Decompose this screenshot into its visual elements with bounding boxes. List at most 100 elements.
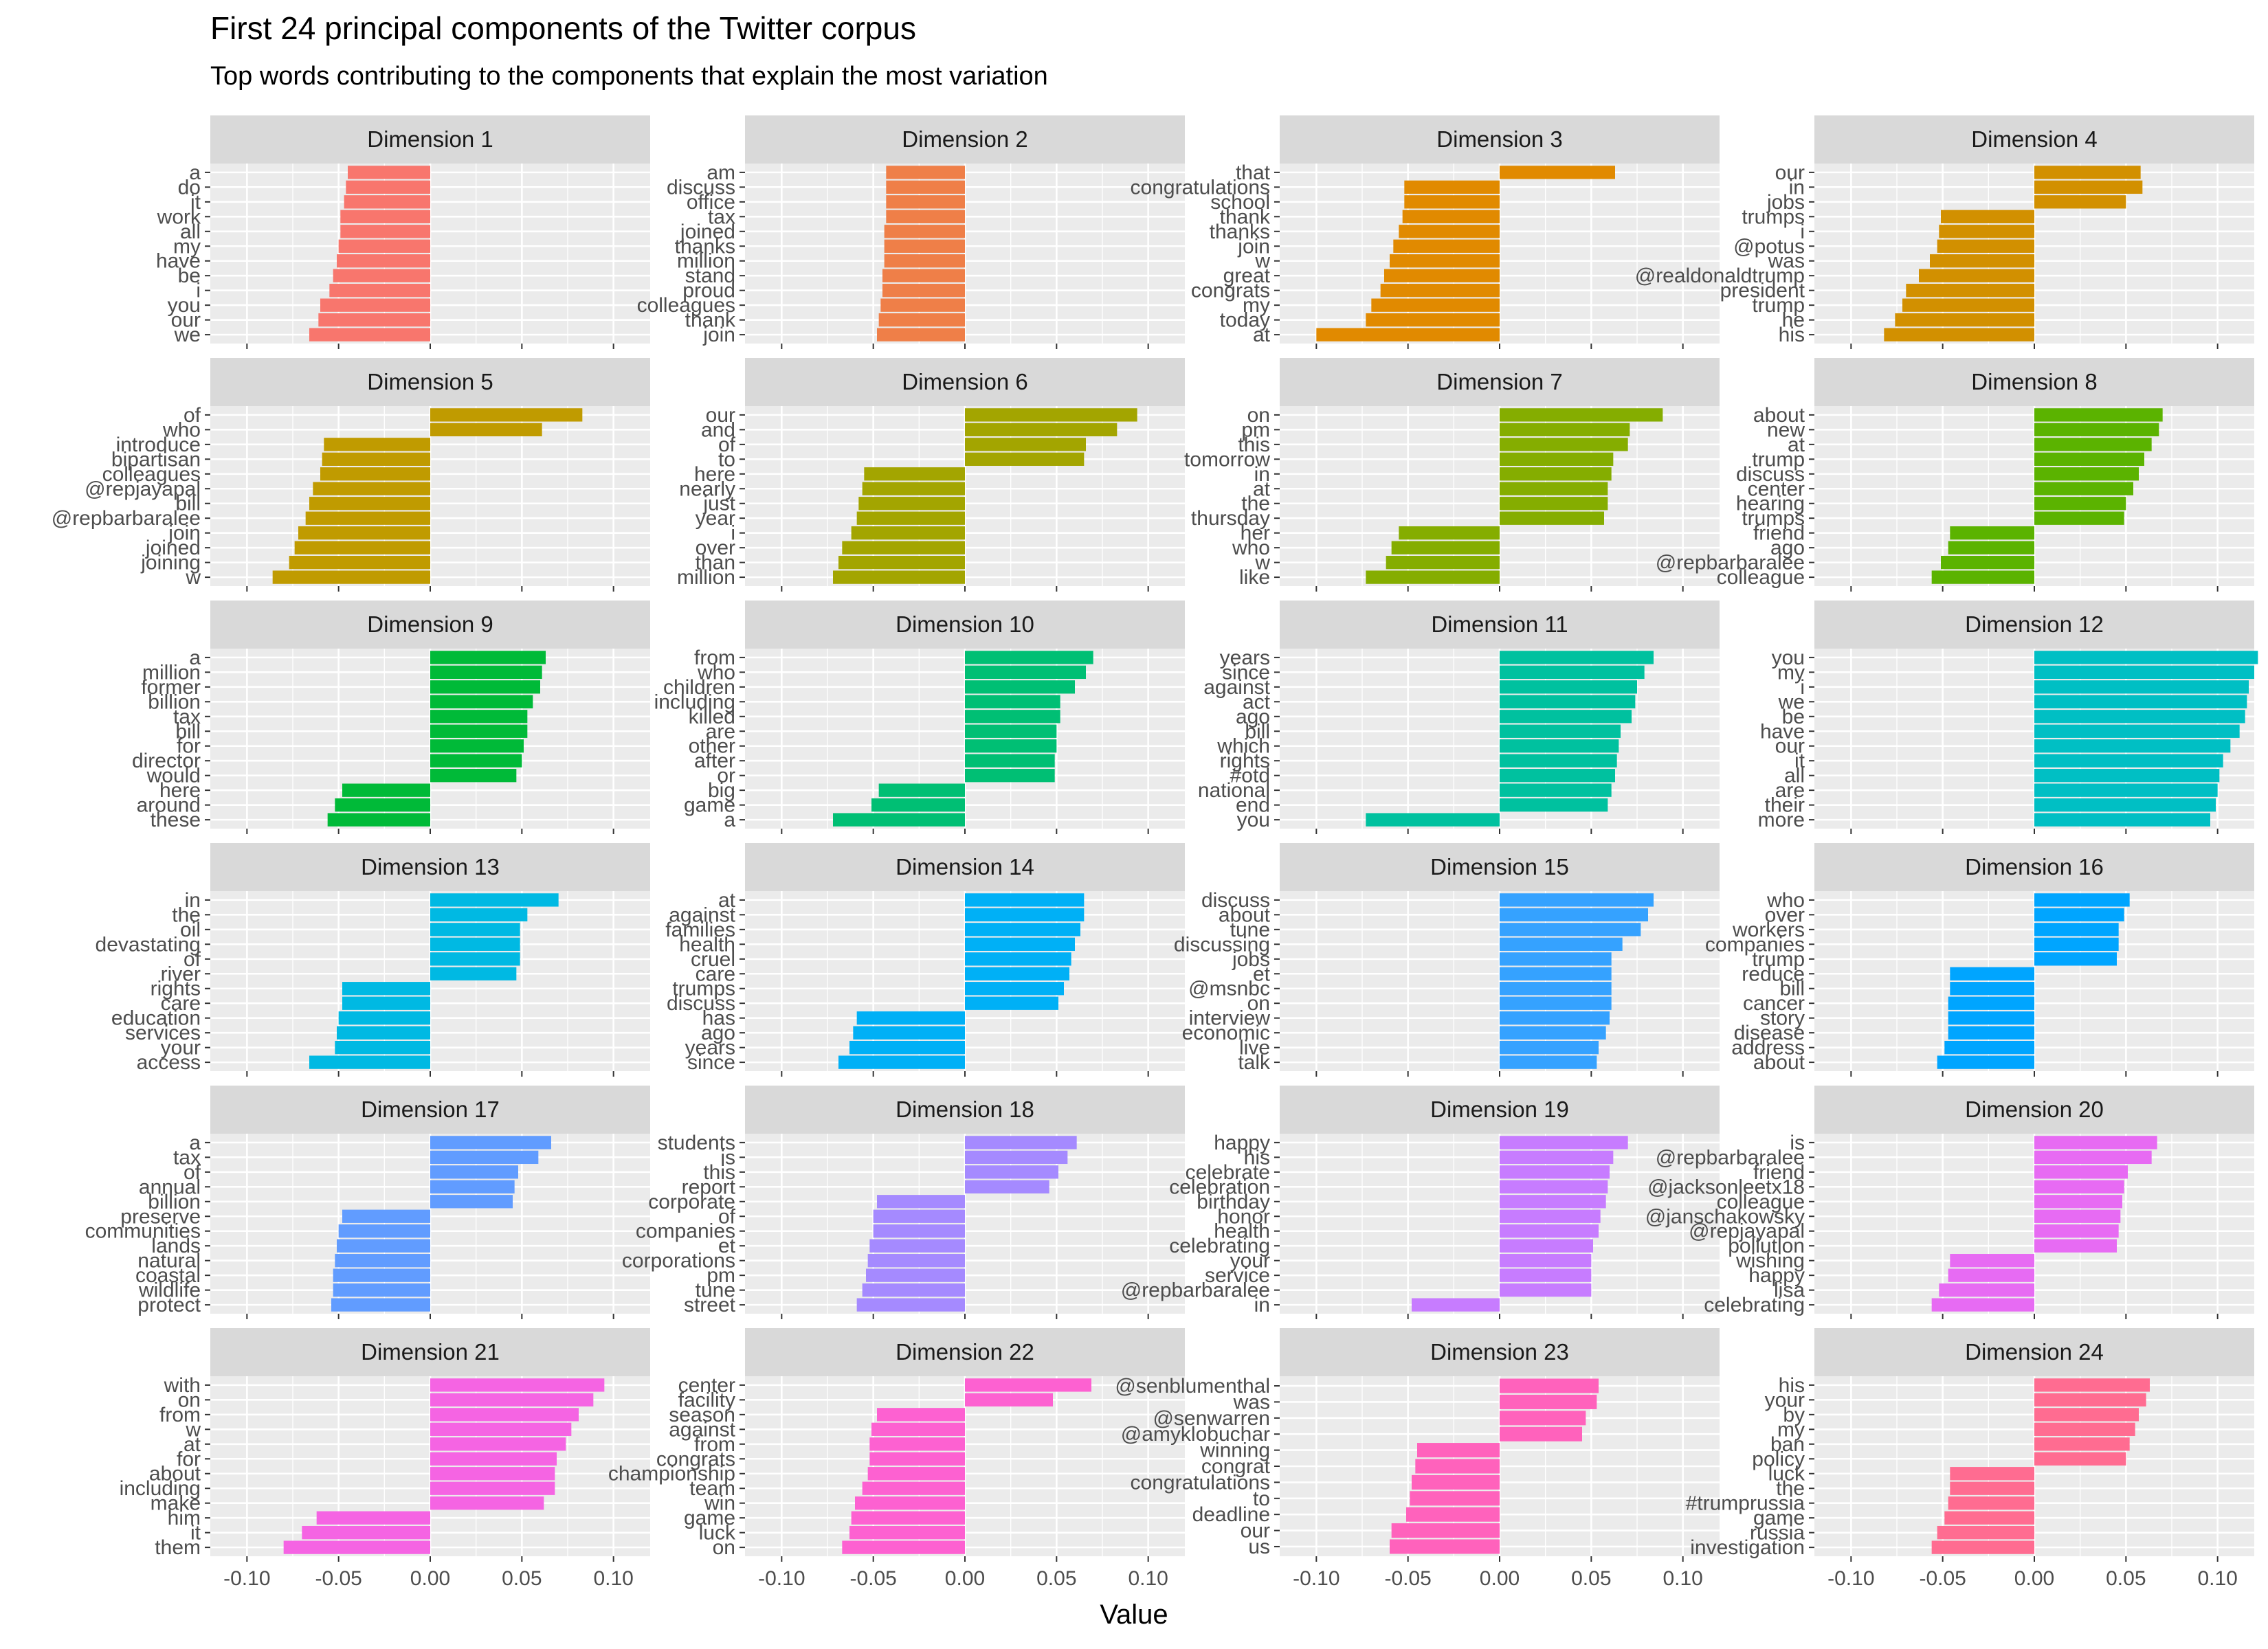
word-label: a [189,1132,201,1154]
bar [430,1150,539,1165]
facet-strip-label: Dimension 7 [1436,369,1562,394]
bar [965,1136,1077,1149]
bar [430,1408,579,1422]
bar [1384,269,1500,282]
x-tick-label: -0.10 [1827,1567,1874,1590]
facet-panel: Dimension 8 aboutnewattrumpdiscusscenterh… [1656,358,2254,592]
bar [430,724,528,738]
facet-strip [1280,601,1720,649]
word-label: tune [1230,919,1270,941]
word-label: stand [685,265,735,287]
bar [965,695,1060,708]
bar [289,555,430,570]
word-label: trumps [1742,205,1805,228]
word-label: colleague [1717,566,1805,589]
bar [2034,1437,2130,1451]
bar [430,952,520,966]
bar [1500,893,1654,907]
word-label: disease [1734,1022,1805,1044]
word-label: president [1720,280,1805,302]
bar [430,908,528,922]
facet-strip [1280,843,1720,891]
word-label: about [1753,1051,1805,1074]
bar [430,423,542,437]
bar [2034,482,2133,495]
word-label: office [687,191,735,214]
word-label: joined [145,537,201,559]
word-label: from [694,647,735,669]
bar [430,1496,544,1510]
word-label: ago [1770,537,1805,559]
bar [430,665,542,680]
bar [2034,1136,2157,1149]
word-label: @repbarbaralee [52,507,201,530]
word-label: was [1233,1391,1270,1413]
word-label: pm [707,1264,735,1287]
bar [309,1055,430,1069]
word-label: celebrating [1704,1294,1805,1316]
bar [1950,526,2034,540]
facet-panel: Dimension 21 withonfromwatforaboutincludi… [120,1328,650,1590]
word-label: policy [1752,1448,1805,1470]
bar [337,1026,430,1040]
word-label: the [1241,493,1270,515]
word-label: friend [1753,522,1805,545]
x-tick-label: 0.05 [2106,1567,2146,1590]
word-label: my [1243,294,1270,317]
bar [965,1165,1058,1179]
word-label: join [702,324,735,346]
bar [430,1422,572,1436]
word-label: tax [708,205,735,228]
word-label: thanks [1210,221,1270,243]
bar [884,254,965,268]
bar [2034,1209,2121,1223]
x-tick-label: -0.10 [1293,1567,1339,1590]
bar [862,1283,965,1297]
word-label: win [704,1492,735,1515]
facet-strip-label: Dimension 24 [1965,1339,2104,1365]
bar [320,298,430,312]
bar [871,1422,965,1436]
bar [1500,1136,1628,1149]
facet-panel: Dimension 14 atagainstfamilieshealthcruel… [665,843,1185,1077]
bar [1500,1165,1610,1179]
word-label: celebrate [1186,1161,1270,1184]
word-label: join [168,522,201,545]
bar [1391,1523,1500,1538]
bar [869,1437,965,1451]
facet-strip-label: Dimension 5 [367,369,493,394]
bar [324,438,430,451]
bar [867,1254,965,1268]
bar [430,967,517,980]
facet-panel: Dimension 12 youmyiwebehaveouritallarethe… [1758,601,2258,834]
word-label: facility [678,1389,735,1411]
facet-panel: Dimension 22 centerfacilityseasonagainstf… [608,1328,1185,1590]
word-label: preserve [120,1205,201,1228]
facet-panel: Dimension 2amdiscussofficetaxjoinedthank… [637,115,1185,349]
bar [2034,423,2159,437]
word-label: jobs [1766,191,1805,214]
bar [1500,1180,1608,1193]
bar [283,1540,430,1554]
bar [842,1540,965,1554]
word-label: we [174,324,201,346]
bar [1500,1195,1606,1209]
word-label: all [1784,765,1805,787]
bar [965,651,1093,664]
word-label: w [185,1418,201,1441]
facet-strip [1814,601,2254,649]
bar [337,1239,430,1253]
word-label: center [1748,478,1805,500]
bar [965,665,1086,680]
word-label: about [149,1463,201,1485]
word-label: companies [1705,933,1805,956]
facet-strip-label: Dimension 13 [361,854,500,879]
word-label: you [1772,647,1805,669]
word-label: @amyklobuchar [1121,1423,1270,1446]
bar [965,739,1057,753]
bar [849,1525,965,1540]
bar [346,180,430,194]
bar [2034,651,2258,664]
bar [430,1437,566,1451]
word-label: do [178,176,201,199]
